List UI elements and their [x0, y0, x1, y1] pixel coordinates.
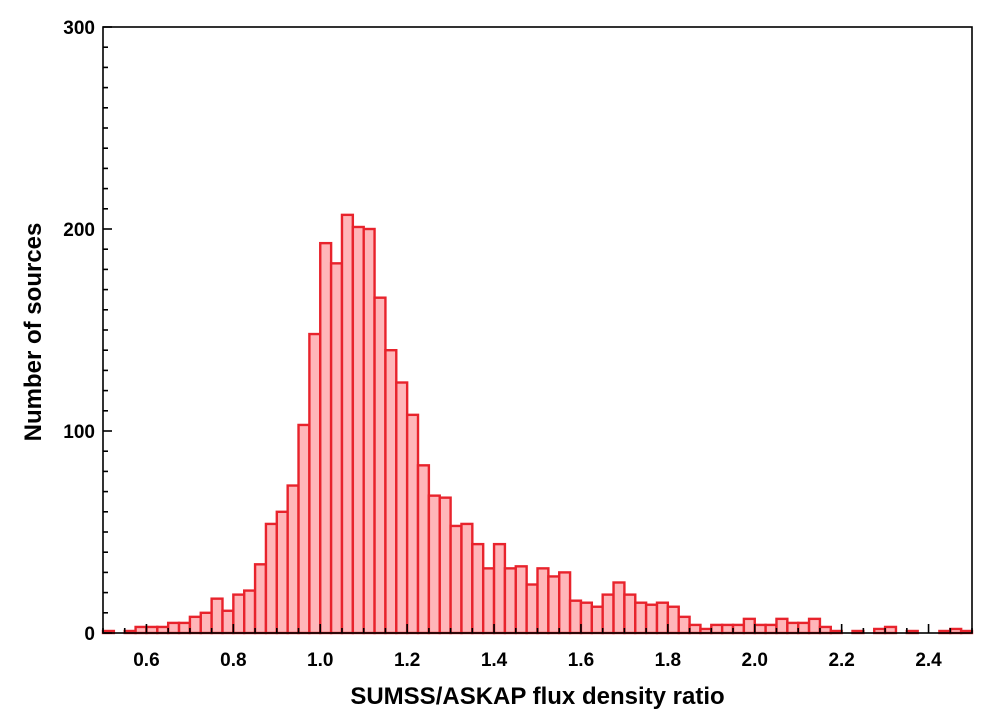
histogram-bar	[590, 605, 604, 635]
histogram-bar	[471, 542, 485, 635]
histogram-bar	[253, 563, 268, 635]
histogram-bar	[319, 241, 333, 635]
histogram-bar	[536, 567, 550, 635]
x-axis: 0.6 0.8 1.0 1.2 1.4 1.6 1.8 2.0 2.2 2.4	[102, 624, 973, 671]
histogram-bar	[644, 603, 659, 635]
histogram-bar	[297, 423, 311, 635]
histogram-bar	[177, 621, 192, 635]
histogram-bar	[199, 611, 213, 635]
x-axis-title: SUMSS/ASKAP flux density ratio	[350, 683, 724, 710]
x-tick-label: 1.0	[307, 650, 333, 671]
y-tick-label: 0	[84, 624, 95, 645]
histogram-bar	[351, 225, 365, 635]
histogram-bar	[492, 542, 507, 635]
histogram-bar	[634, 601, 648, 635]
histogram-bar	[818, 625, 832, 635]
histogram-bar	[264, 522, 279, 635]
histogram-bar	[481, 567, 496, 635]
bar-group	[101, 213, 974, 635]
histogram-bar	[525, 583, 539, 635]
histogram-bar	[558, 571, 572, 635]
histogram-bar	[883, 625, 898, 635]
histogram-bar	[742, 617, 756, 635]
histogram-bar	[405, 413, 420, 635]
histogram-bar	[514, 565, 528, 635]
histogram-bar	[775, 617, 789, 635]
histogram-bar	[156, 625, 170, 635]
histogram-bar	[753, 623, 767, 635]
histogram-bar	[579, 601, 594, 635]
x-tick-label: 2.0	[742, 650, 768, 671]
histogram-bar	[807, 617, 822, 635]
histogram-bar	[655, 601, 670, 635]
x-tick-label: 1.6	[568, 650, 594, 671]
histogram-bar	[731, 623, 746, 635]
histogram-bar	[547, 575, 561, 635]
histogram-bar	[449, 524, 463, 635]
histogram-bar	[145, 625, 159, 635]
x-tick-label: 1.2	[394, 650, 420, 671]
histogram-bar	[786, 621, 800, 635]
histogram-bar	[166, 621, 181, 635]
histogram-bar	[221, 609, 235, 635]
histogram-bar	[188, 615, 202, 635]
y-tick-label: 200	[63, 220, 95, 241]
histogram-bar	[232, 593, 246, 635]
x-tick-label: 2.2	[828, 650, 854, 671]
histogram-bar	[612, 581, 626, 635]
histogram-bar	[720, 623, 735, 635]
histogram-bar	[362, 227, 376, 635]
histogram-bar	[438, 496, 452, 635]
histogram-bar	[460, 522, 474, 635]
x-tick-label: 1.8	[655, 650, 681, 671]
histogram-bar	[243, 589, 257, 635]
histogram-bar	[384, 349, 398, 635]
histogram-bar	[677, 615, 691, 635]
histogram-bar	[688, 623, 702, 635]
y-tick-label: 100	[63, 422, 95, 443]
histogram-bar	[797, 621, 811, 635]
histogram-bar	[308, 332, 322, 635]
histogram-bar	[710, 623, 724, 635]
x-tick-label: 0.6	[133, 650, 159, 671]
histogram-bar	[601, 593, 615, 635]
y-axis-title: Number of sources	[20, 223, 47, 442]
histogram-bar	[764, 623, 778, 635]
histogram-bar	[623, 593, 637, 635]
y-tick-label: 300	[63, 18, 95, 39]
histogram-bar	[568, 599, 583, 635]
histogram-bar	[503, 567, 517, 635]
histogram-bar	[427, 494, 441, 635]
y-axis: 0 100 200 300	[63, 18, 112, 645]
histogram-bar	[416, 464, 431, 635]
x-tick-label: 2.4	[915, 650, 942, 671]
x-tick-label: 1.4	[481, 650, 508, 671]
histogram-bar	[373, 296, 387, 635]
histogram-bar	[286, 484, 300, 635]
histogram-bar	[329, 262, 344, 635]
histogram-bar	[395, 381, 409, 635]
plot-frame	[102, 26, 973, 634]
histogram-bar	[275, 510, 289, 635]
histogram-bar	[340, 213, 355, 635]
histogram-bar	[666, 605, 680, 635]
histogram-bar	[134, 625, 148, 635]
histogram-bar	[210, 597, 224, 635]
x-tick-label: 0.8	[220, 650, 246, 671]
